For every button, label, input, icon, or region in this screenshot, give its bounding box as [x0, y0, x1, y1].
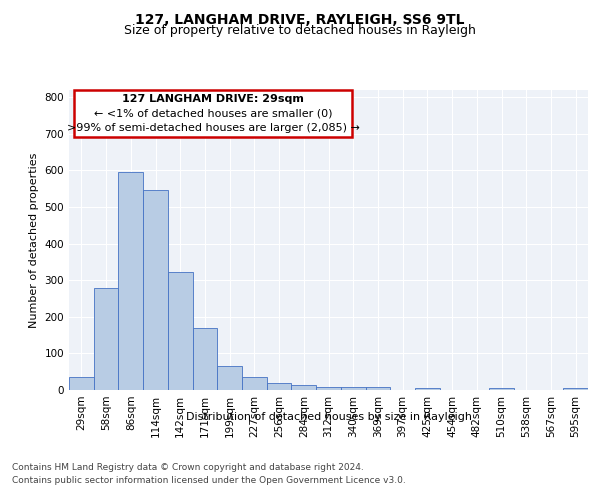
Bar — [217, 366, 242, 390]
Bar — [415, 388, 440, 390]
Text: 127 LANGHAM DRIVE: 29sqm: 127 LANGHAM DRIVE: 29sqm — [122, 94, 304, 104]
Bar — [316, 387, 341, 390]
Text: Size of property relative to detached houses in Rayleigh: Size of property relative to detached ho… — [124, 24, 476, 37]
Bar — [69, 377, 94, 390]
Bar — [292, 384, 316, 390]
Bar — [118, 172, 143, 390]
Text: >99% of semi-detached houses are larger (2,085) →: >99% of semi-detached houses are larger … — [67, 123, 359, 133]
Bar — [489, 388, 514, 390]
Bar — [365, 387, 390, 390]
Bar — [168, 272, 193, 390]
Bar — [341, 387, 365, 390]
Text: ← <1% of detached houses are smaller (0): ← <1% of detached houses are smaller (0) — [94, 108, 332, 118]
Bar — [94, 288, 118, 390]
Bar — [267, 382, 292, 390]
Bar — [563, 388, 588, 390]
FancyBboxPatch shape — [74, 90, 352, 136]
Text: Contains public sector information licensed under the Open Government Licence v3: Contains public sector information licen… — [12, 476, 406, 485]
Bar — [193, 328, 217, 390]
Bar — [242, 377, 267, 390]
Text: Contains HM Land Registry data © Crown copyright and database right 2024.: Contains HM Land Registry data © Crown c… — [12, 462, 364, 471]
Bar — [143, 190, 168, 390]
Text: Distribution of detached houses by size in Rayleigh: Distribution of detached houses by size … — [186, 412, 472, 422]
Y-axis label: Number of detached properties: Number of detached properties — [29, 152, 39, 328]
Text: 127, LANGHAM DRIVE, RAYLEIGH, SS6 9TL: 127, LANGHAM DRIVE, RAYLEIGH, SS6 9TL — [135, 12, 465, 26]
